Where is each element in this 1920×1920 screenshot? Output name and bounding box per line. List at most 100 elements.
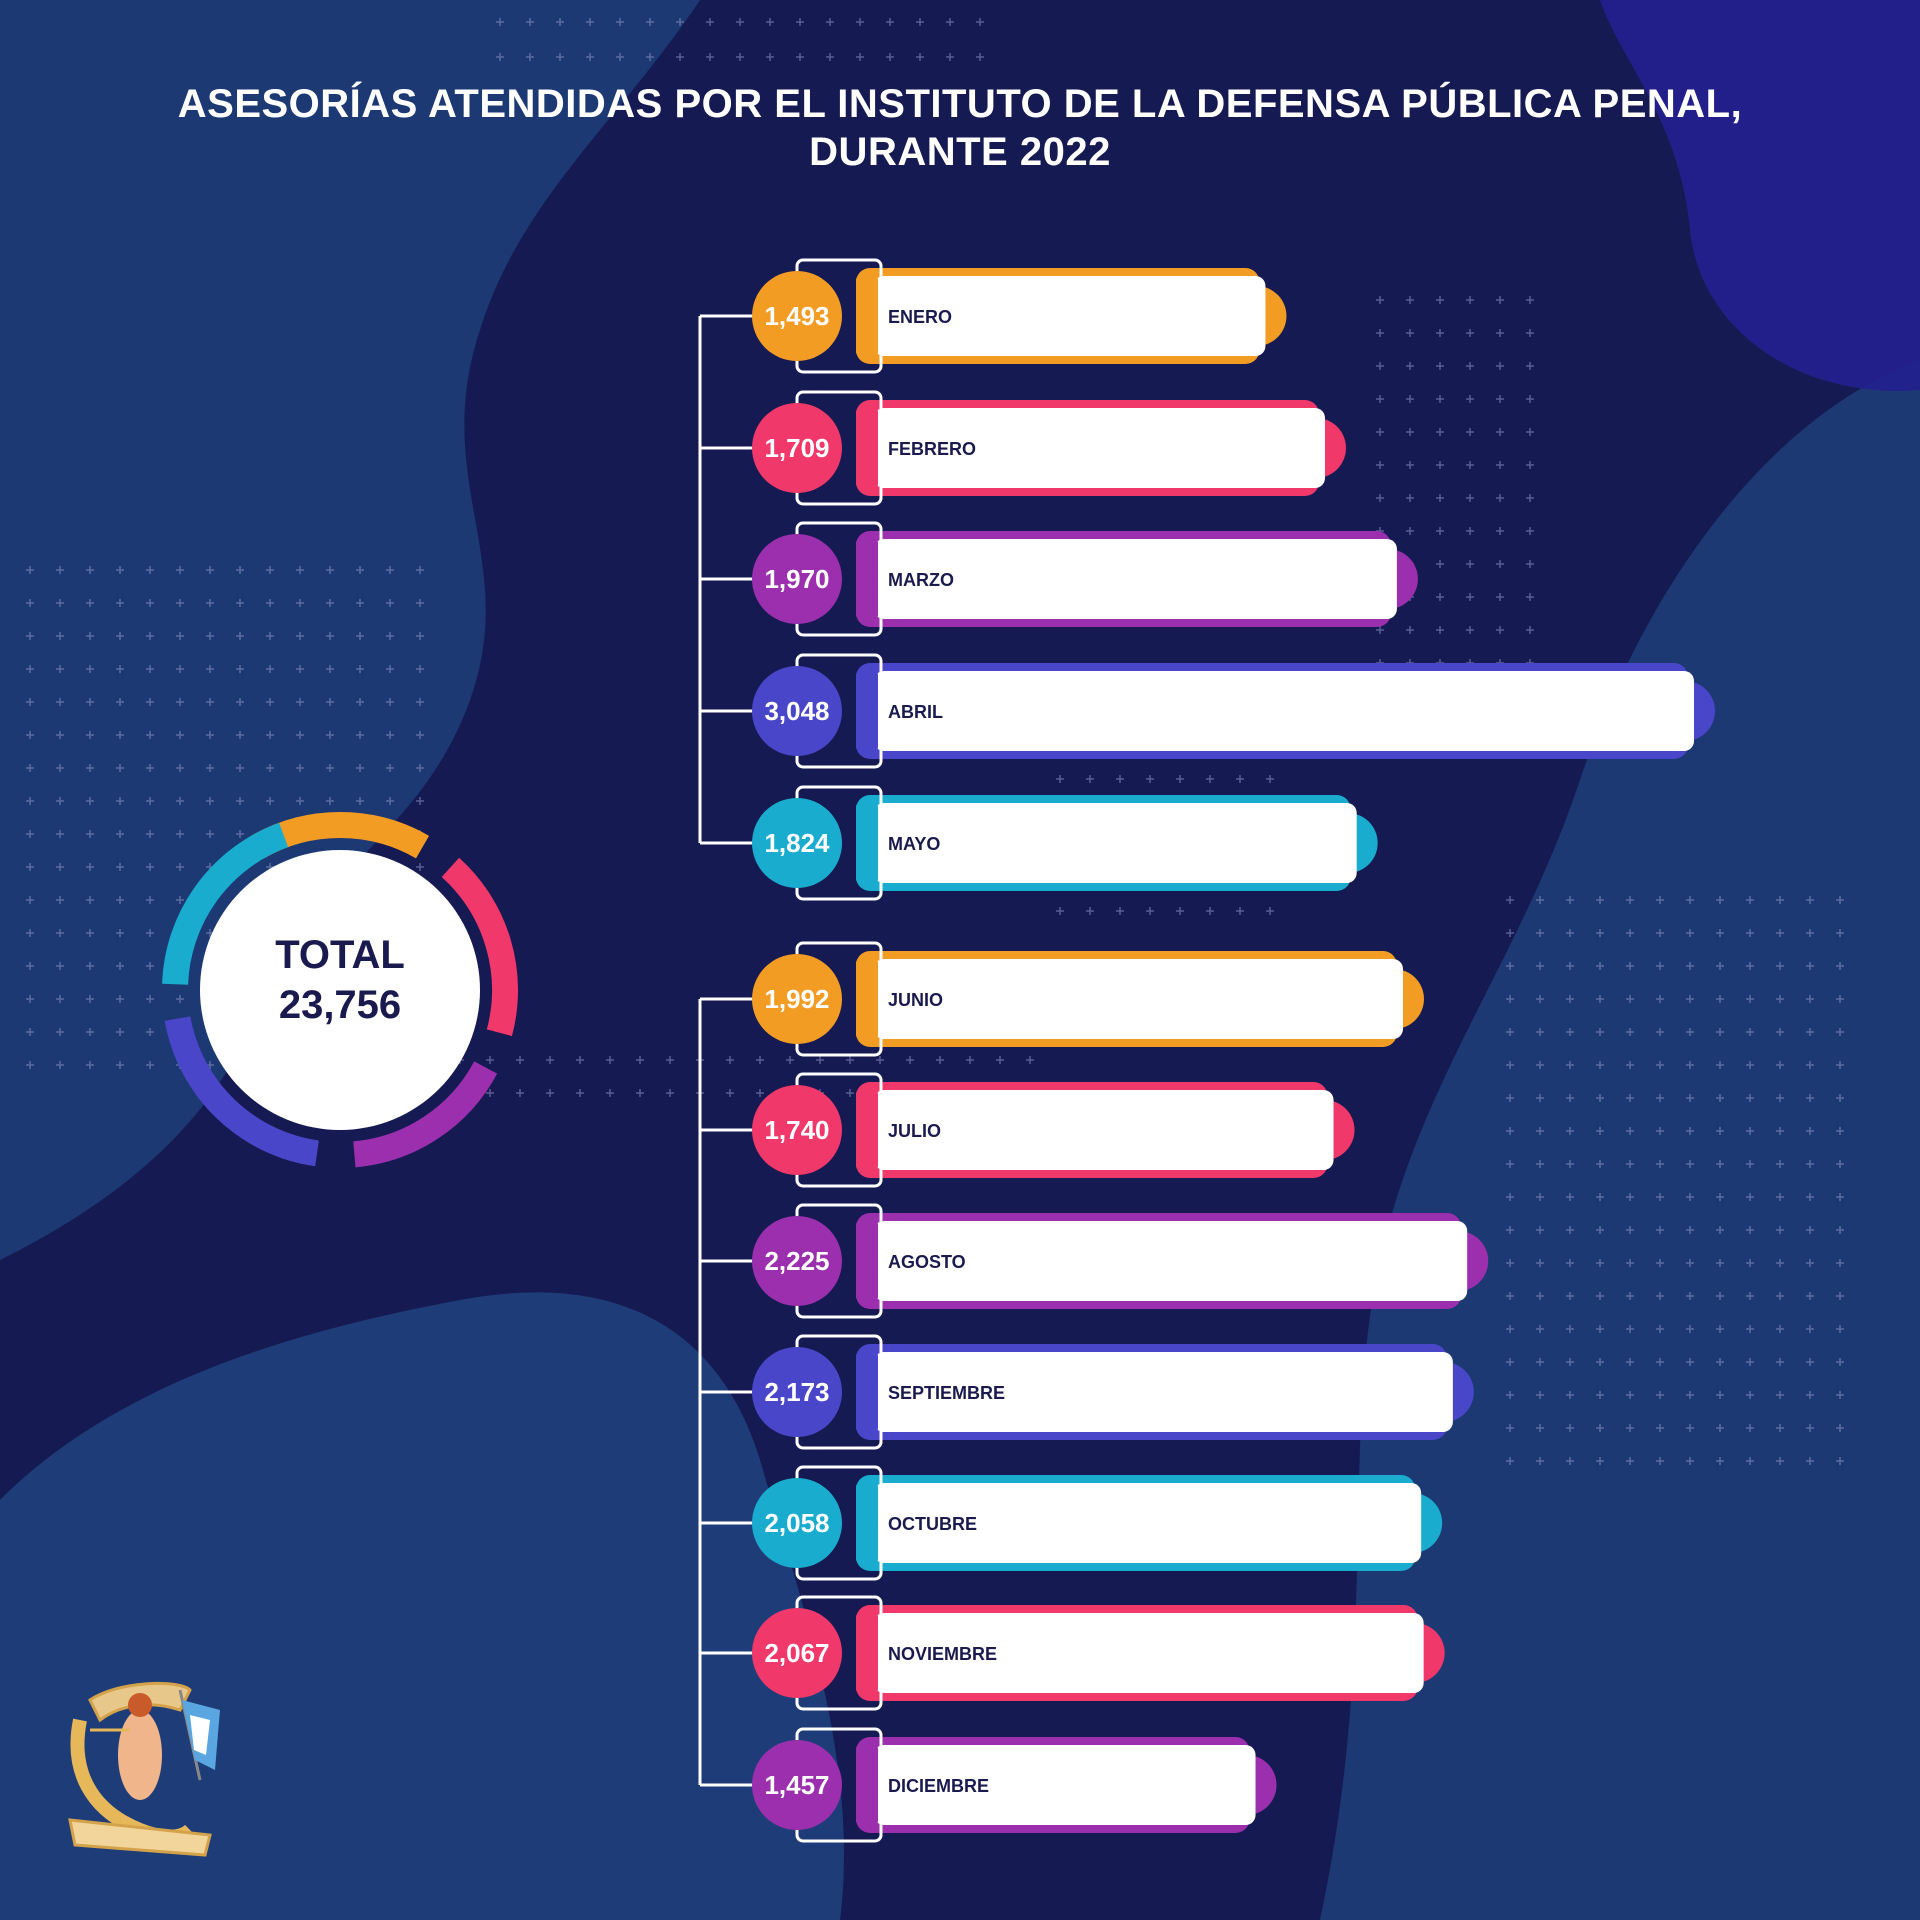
plus-mark xyxy=(1566,1226,1574,1234)
value-label: 2,067 xyxy=(764,1638,829,1668)
total-circle xyxy=(200,850,480,1130)
plus-mark xyxy=(706,18,714,26)
plus-mark xyxy=(356,665,364,673)
plus-mark xyxy=(1536,962,1544,970)
plus-mark xyxy=(86,566,94,574)
plus-mark xyxy=(1596,896,1604,904)
plus-mark xyxy=(676,18,684,26)
plus-mark xyxy=(1716,1160,1724,1168)
plus-mark xyxy=(26,896,34,904)
plus-mark xyxy=(1686,1457,1694,1465)
plus-mark xyxy=(116,896,124,904)
plus-mark xyxy=(736,53,744,61)
plus-mark xyxy=(1686,1193,1694,1201)
plus-mark xyxy=(1566,1028,1574,1036)
plus-mark xyxy=(146,962,154,970)
plus-mark xyxy=(386,632,394,640)
plus-mark xyxy=(1626,1325,1634,1333)
plus-mark xyxy=(666,1089,674,1097)
plus-mark xyxy=(296,599,304,607)
plus-mark xyxy=(1506,929,1514,937)
plus-mark xyxy=(26,731,34,739)
plus-mark xyxy=(856,53,864,61)
plus-mark xyxy=(146,632,154,640)
plus-mark xyxy=(116,764,124,772)
plus-mark xyxy=(1806,1292,1814,1300)
plus-mark xyxy=(1596,1457,1604,1465)
plus-mark xyxy=(236,566,244,574)
plus-mark xyxy=(206,731,214,739)
plus-mark xyxy=(266,698,274,706)
plus-mark xyxy=(576,1056,584,1064)
plus-mark xyxy=(1686,962,1694,970)
bar xyxy=(874,408,1325,488)
plus-mark xyxy=(1566,1457,1574,1465)
bar-stripe xyxy=(856,1745,878,1825)
plus-mark xyxy=(176,632,184,640)
plus-mark xyxy=(1716,1358,1724,1366)
plus-mark xyxy=(116,698,124,706)
plus-mark xyxy=(1806,1259,1814,1267)
plus-mark xyxy=(1566,1094,1574,1102)
plus-mark xyxy=(1686,1292,1694,1300)
plus-mark xyxy=(116,929,124,937)
plus-mark xyxy=(906,1056,914,1064)
plus-mark xyxy=(1806,1193,1814,1201)
plus-mark xyxy=(56,566,64,574)
plus-mark xyxy=(1466,593,1474,601)
category-label: DICIEMBRE xyxy=(888,1776,989,1796)
plus-mark xyxy=(1776,1325,1784,1333)
plus-mark xyxy=(1806,962,1814,970)
plus-mark xyxy=(1466,329,1474,337)
plus-mark xyxy=(1596,1028,1604,1036)
plus-mark xyxy=(556,18,564,26)
plus-mark xyxy=(856,18,864,26)
plus-mark xyxy=(326,566,334,574)
plus-mark xyxy=(1496,560,1504,568)
plus-mark xyxy=(1716,995,1724,1003)
value-label: 1,457 xyxy=(764,1770,829,1800)
bar xyxy=(874,276,1266,356)
plus-mark xyxy=(1686,1325,1694,1333)
plus-mark xyxy=(1466,362,1474,370)
plus-mark xyxy=(1626,962,1634,970)
plus-mark xyxy=(1806,896,1814,904)
plus-mark xyxy=(766,53,774,61)
plus-mark xyxy=(296,632,304,640)
plus-mark xyxy=(1776,1226,1784,1234)
plus-mark xyxy=(26,599,34,607)
bar-group-julio: JULIO 1,740 xyxy=(752,1072,1355,1188)
plus-mark xyxy=(176,896,184,904)
plus-mark xyxy=(386,797,394,805)
chart-title: ASESORÍAS ATENDIDAS POR EL INSTITUTO DE … xyxy=(60,80,1860,176)
plus-mark xyxy=(296,665,304,673)
category-label: ABRIL xyxy=(888,702,943,722)
plus-mark xyxy=(206,665,214,673)
plus-mark xyxy=(1526,626,1534,634)
plus-mark xyxy=(206,566,214,574)
total-ring xyxy=(162,812,518,1168)
plus-mark xyxy=(1466,527,1474,535)
plus-mark xyxy=(1626,995,1634,1003)
plus-mark xyxy=(526,53,534,61)
plus-mark xyxy=(1626,929,1634,937)
bar-stripe xyxy=(856,959,878,1039)
bar-group-noviembre: NOVIEMBRE 2,067 xyxy=(752,1595,1445,1711)
plus-mark xyxy=(206,599,214,607)
plus-mark xyxy=(1236,907,1244,915)
plus-mark xyxy=(1526,395,1534,403)
value-circle xyxy=(752,403,842,493)
plus-mark xyxy=(86,830,94,838)
plus-mark xyxy=(486,1056,494,1064)
plus-mark xyxy=(146,863,154,871)
plus-mark xyxy=(646,18,654,26)
plus-mark xyxy=(1506,1127,1514,1135)
plus-mark xyxy=(1596,1160,1604,1168)
plus-mark xyxy=(1466,428,1474,436)
plus-mark xyxy=(1656,1193,1664,1201)
plus-mark xyxy=(1776,1424,1784,1432)
plus-mark xyxy=(1376,626,1384,634)
plus-mark xyxy=(1656,1325,1664,1333)
plus-mark xyxy=(56,665,64,673)
plus-mark xyxy=(1686,1226,1694,1234)
